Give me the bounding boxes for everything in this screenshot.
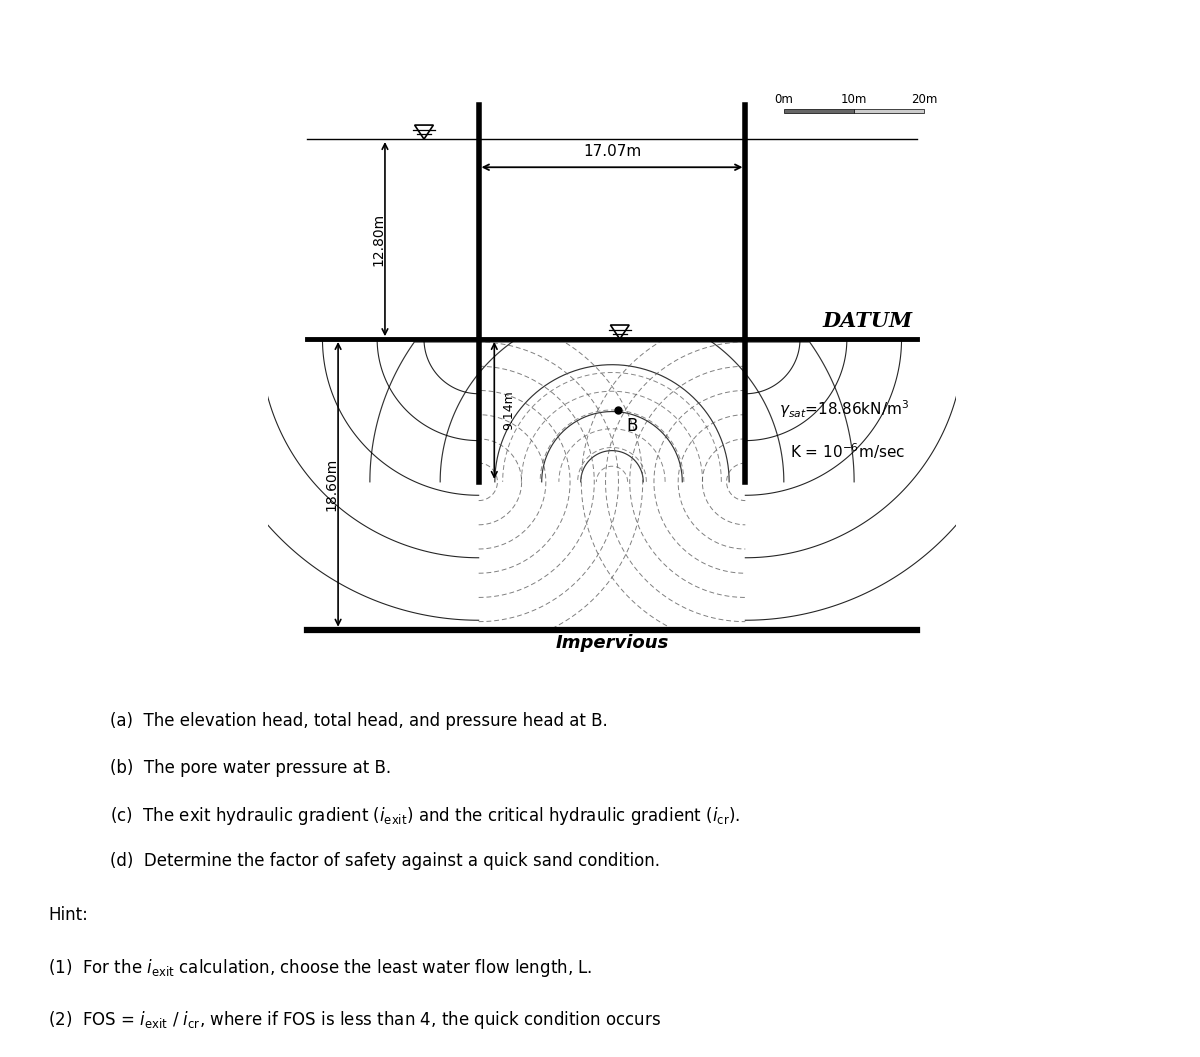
Text: 9.14m: 9.14m — [502, 391, 515, 430]
Text: 20m: 20m — [911, 93, 937, 106]
Text: Impervious: Impervious — [556, 634, 668, 652]
Text: Hint:: Hint: — [48, 906, 88, 924]
Text: 0m: 0m — [774, 93, 793, 106]
Text: (1)  For the $i_{\rm exit}$ calculation, choose the least water flow length, L.: (1) For the $i_{\rm exit}$ calculation, … — [48, 958, 593, 979]
Bar — [784, 109, 854, 113]
Text: DATUM: DATUM — [822, 311, 912, 331]
Text: 12.80m: 12.80m — [372, 212, 385, 265]
Text: (c)  The exit hydraulic gradient ($i_{\rm exit}$) and the critical hydraulic gra: (c) The exit hydraulic gradient ($i_{\rm… — [110, 805, 740, 828]
Text: (b)  The pore water pressure at B.: (b) The pore water pressure at B. — [110, 759, 391, 777]
Text: 17.07m: 17.07m — [583, 145, 641, 160]
Text: K = 10$^{-6}$m/sec: K = 10$^{-6}$m/sec — [790, 442, 905, 462]
Polygon shape — [415, 125, 433, 140]
Text: (d)  Determine the factor of safety against a quick sand condition.: (d) Determine the factor of safety again… — [110, 852, 660, 870]
Text: (a)  The elevation head, total head, and pressure head at B.: (a) The elevation head, total head, and … — [110, 712, 607, 730]
Text: B: B — [626, 416, 637, 434]
Text: (2)  FOS = $i_{\rm exit}$ / $i_{\rm cr}$, where if FOS is less than 4, the quick: (2) FOS = $i_{\rm exit}$ / $i_{\rm cr}$,… — [48, 1008, 661, 1031]
Text: 18.60m: 18.60m — [325, 458, 338, 511]
Text: 10m: 10m — [841, 93, 868, 106]
Text: $\gamma_{sat}$=18.86kN/m$^3$: $\gamma_{sat}$=18.86kN/m$^3$ — [779, 398, 910, 421]
Polygon shape — [611, 324, 629, 339]
Bar — [854, 109, 924, 113]
